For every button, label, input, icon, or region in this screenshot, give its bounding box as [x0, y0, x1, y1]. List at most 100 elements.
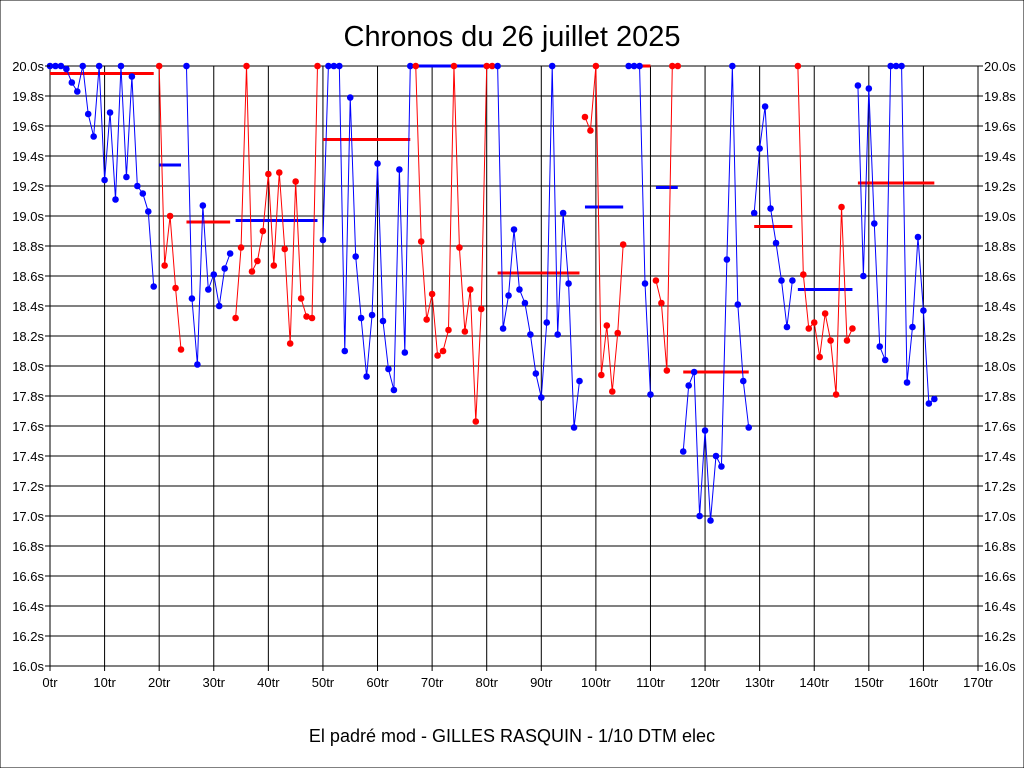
x-tick-label: 30tr — [203, 675, 226, 690]
y-tick-label-right: 19.0s — [984, 209, 1016, 224]
lap-point — [669, 62, 676, 70]
x-tick-label: 0tr — [42, 675, 58, 690]
y-tick-label: 18.0s — [12, 359, 44, 374]
lap-point — [881, 356, 889, 364]
lap-point — [396, 166, 403, 173]
y-tick-label: 16.4s — [12, 599, 44, 614]
lap-point — [527, 331, 534, 338]
lap-point — [565, 280, 572, 287]
lap-point — [467, 286, 474, 293]
lap-point — [450, 62, 458, 70]
lap-point — [532, 370, 540, 377]
lap-point — [134, 182, 141, 190]
lap-point — [477, 305, 485, 313]
lap-point — [265, 170, 272, 178]
lap-point — [892, 62, 900, 70]
lap-point — [237, 244, 245, 251]
lap-point — [194, 361, 201, 368]
lap-point — [576, 377, 583, 385]
lap-point — [374, 160, 381, 167]
lap-point — [494, 62, 501, 70]
lap-point — [166, 212, 174, 220]
lap-point — [139, 190, 147, 197]
lap-point — [488, 62, 496, 70]
lap-point — [898, 62, 905, 70]
x-tick-label: 150tr — [854, 675, 884, 690]
lap-point — [232, 314, 239, 322]
lap-point — [816, 353, 823, 361]
lap-point — [270, 262, 278, 269]
lap-point — [292, 178, 299, 185]
lap-point — [843, 337, 851, 344]
y-tick-label: 17.8s — [12, 389, 44, 404]
lap-point — [106, 109, 114, 116]
lap-point — [537, 394, 545, 401]
lap-point — [417, 238, 425, 245]
lap-point — [68, 79, 76, 86]
lap-point — [854, 82, 862, 89]
y-tick-label: 16.2s — [12, 629, 44, 644]
lap-point — [701, 427, 709, 434]
lap-point — [750, 209, 758, 217]
x-tick-label: 80tr — [476, 675, 499, 690]
x-tick-label: 110tr — [636, 675, 665, 690]
y-tick-label-right: 20.0s — [984, 59, 1016, 74]
lap-point — [406, 62, 414, 70]
lap-point — [789, 277, 796, 284]
run-series — [854, 62, 938, 407]
lap-point — [849, 325, 856, 332]
lap-point — [718, 463, 725, 470]
lap-point — [357, 314, 365, 322]
y-tick-label: 19.4s — [12, 149, 44, 164]
lap-point — [636, 62, 643, 70]
lap-point — [652, 277, 660, 284]
lap-point — [150, 283, 158, 290]
lap-point — [52, 62, 59, 70]
run-series — [155, 62, 185, 353]
lap-point — [685, 382, 692, 389]
lap-point — [679, 448, 687, 455]
lap-point — [297, 295, 305, 302]
lap-point — [745, 424, 753, 431]
lap-point — [510, 226, 518, 233]
lap-point — [101, 176, 108, 184]
lap-point — [772, 239, 780, 247]
lap-point — [499, 325, 507, 332]
lap-point — [90, 133, 97, 140]
lap-point — [423, 316, 430, 323]
lap-point — [73, 88, 81, 95]
y-tick-label: 17.4s — [12, 449, 44, 464]
lap-point — [516, 286, 523, 293]
lap-point — [161, 262, 168, 269]
lap-point — [827, 337, 834, 344]
lap-point — [188, 295, 196, 302]
lap-point — [581, 113, 589, 121]
lap-point — [925, 400, 933, 407]
lap-point — [199, 202, 207, 209]
axis-ticks: 16.0s 16.0s 16.2s 16.2s 16.4s 16.4s 16.6s 16.6s… — [12, 59, 1016, 690]
lap-point — [401, 349, 409, 356]
lap-point — [592, 62, 600, 70]
lap-point — [346, 94, 354, 101]
y-tick-label-right: 17.2s — [984, 479, 1016, 494]
x-tick-label: 90tr — [530, 675, 553, 690]
lap-point — [903, 379, 911, 386]
y-tick-label: 19.2s — [12, 179, 44, 194]
lap-point — [84, 110, 92, 118]
lap-series — [46, 62, 938, 524]
x-tick-label: 120tr — [690, 675, 720, 690]
y-tick-label: 16.0s — [12, 659, 44, 674]
y-tick-label-right: 17.4s — [984, 449, 1016, 464]
y-tick-label-right: 19.8s — [984, 89, 1016, 104]
lap-point — [914, 233, 922, 241]
lap-point — [614, 329, 622, 337]
run-series — [46, 62, 158, 290]
x-tick-label: 50tr — [312, 675, 335, 690]
lap-point — [461, 328, 469, 335]
y-tick-label: 20.0s — [12, 59, 44, 74]
lap-point — [810, 319, 818, 326]
run-line — [584, 65, 624, 392]
lap-point — [598, 371, 605, 379]
x-tick-label: 170tr — [963, 675, 993, 690]
